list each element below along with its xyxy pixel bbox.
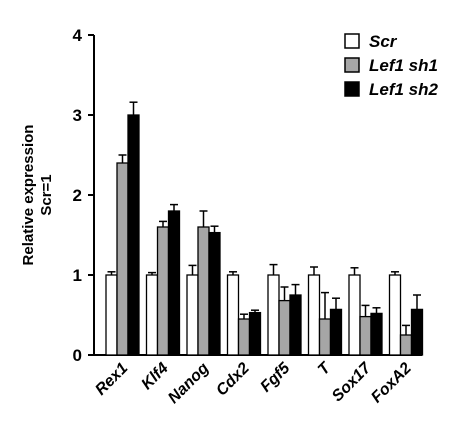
bar-t-1	[318, 318, 332, 356]
y-tick-label: 0	[73, 346, 82, 365]
legend: Scr Lef1 sh1 Lef1 sh2	[344, 32, 439, 99]
bar-foxa2-2	[410, 308, 424, 356]
bar-fgf5-2	[289, 294, 302, 356]
y-tick-label: 1	[73, 266, 82, 285]
legend-label: Lef1 sh2	[369, 80, 439, 99]
bar-rex1-0	[105, 274, 118, 356]
bar-sox17-2	[370, 312, 383, 356]
y-axis-label-line2: Scr=1	[38, 174, 55, 215]
bar-sox17-1	[359, 315, 372, 356]
bar-nanog-2	[208, 231, 221, 356]
x-tick-label: Sox17	[329, 359, 375, 405]
bar-rex1-1	[116, 162, 129, 356]
y-axis-label-line1: Relative expression	[20, 125, 37, 266]
x-tick-label: Cdx2	[213, 360, 253, 400]
bar-cdx2-2	[248, 311, 262, 356]
bar-klf4-0	[145, 274, 159, 356]
bar-t-2	[329, 308, 343, 356]
bar-foxa2-1	[399, 334, 413, 356]
x-tick-label: Klf4	[138, 360, 171, 393]
bar-cdx2-0	[226, 274, 240, 356]
bar-fgf5-1	[278, 299, 291, 356]
bar-nanog-0	[186, 274, 199, 356]
legend-swatch-2	[344, 81, 360, 97]
bar-cdx2-1	[237, 318, 251, 356]
bars	[105, 101, 424, 356]
x-tick-label: Nanog	[165, 360, 212, 407]
y-tick-label: 4	[73, 26, 83, 45]
bar-rex1-2	[127, 114, 140, 356]
y-axis-label: Relative expression Scr=1	[20, 125, 55, 266]
x-tick-label: Rex1	[92, 360, 131, 399]
bar-t-0	[307, 274, 321, 356]
bar-sox17-0	[348, 274, 361, 356]
y-tick-label: 2	[73, 186, 82, 205]
bar-klf4-1	[156, 226, 170, 356]
x-tick-label: Fgf5	[257, 359, 294, 396]
legend-swatch-0	[344, 33, 360, 49]
bar-fgf5-0	[267, 274, 280, 356]
bar-klf4-2	[167, 210, 181, 356]
legend-label: Scr	[369, 32, 398, 51]
bar-nanog-1	[197, 226, 210, 356]
legend-swatch-1	[344, 57, 360, 73]
bar-foxa2-0	[388, 274, 402, 356]
y-tick-label: 3	[73, 106, 82, 125]
legend-label: Lef1 sh1	[369, 56, 438, 75]
x-tick-label: T	[315, 359, 335, 379]
x-tick-label: FoxA2	[368, 360, 415, 407]
